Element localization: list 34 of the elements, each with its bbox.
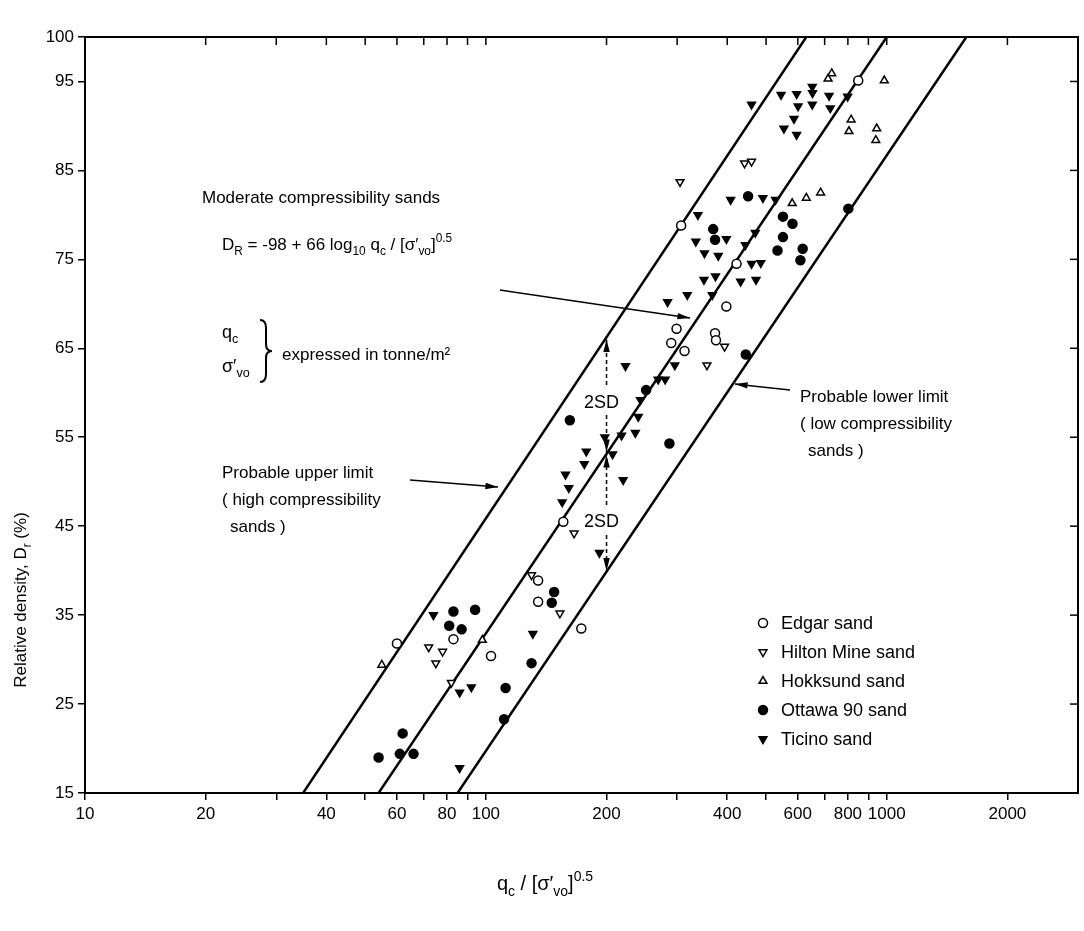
- annotation: 2SD: [584, 511, 620, 531]
- y-tick-label: 15: [55, 782, 74, 802]
- annotation: 2SD: [584, 392, 620, 412]
- legend-label: Ottawa 90 sand: [781, 700, 908, 720]
- y-axis-title: Relative density, Dr (%): [11, 512, 35, 688]
- annotation: Probable upper limit ( high compressibility sands ): [222, 463, 382, 536]
- y-tick-label: 100: [45, 26, 74, 46]
- legend-label: Hokksund sand: [781, 671, 906, 691]
- x-tick-label: 600: [783, 803, 812, 823]
- x-tick-label: 10: [75, 803, 95, 823]
- y-tick-label: 25: [55, 693, 74, 713]
- x-tick-label: 40: [316, 803, 336, 823]
- y-tick-label: 65: [55, 337, 74, 357]
- x-tick-label: 200: [592, 803, 621, 823]
- x-tick-label: 1000: [867, 803, 906, 823]
- legend-label: Ticino sand: [781, 729, 873, 749]
- y-tick-label: 35: [55, 604, 74, 624]
- annotation: expressed in tonne/m²: [282, 345, 451, 364]
- annotation: Probable lower limit ( low compressibility sands ): [800, 387, 953, 460]
- x-tick-label: 80: [437, 803, 457, 823]
- y-tick-label: 55: [55, 426, 74, 446]
- x-tick-label: 20: [196, 803, 216, 823]
- x-tick-label: 800: [833, 803, 863, 823]
- x-tick-label: 2000: [988, 803, 1027, 823]
- legend-label: Hilton Mine sand: [781, 642, 916, 662]
- legend-label: Edgar sand: [781, 613, 874, 633]
- x-tick-label: 400: [713, 803, 742, 823]
- x-tick-label: 100: [471, 803, 501, 823]
- x-tick-label: 60: [387, 803, 407, 823]
- y-tick-label: 45: [55, 515, 74, 535]
- y-tick-label: 85: [55, 160, 74, 180]
- y-tick-label: 75: [55, 249, 74, 269]
- y-tick-label: 95: [55, 71, 74, 91]
- annotation: Moderate compressibility sands: [202, 188, 441, 207]
